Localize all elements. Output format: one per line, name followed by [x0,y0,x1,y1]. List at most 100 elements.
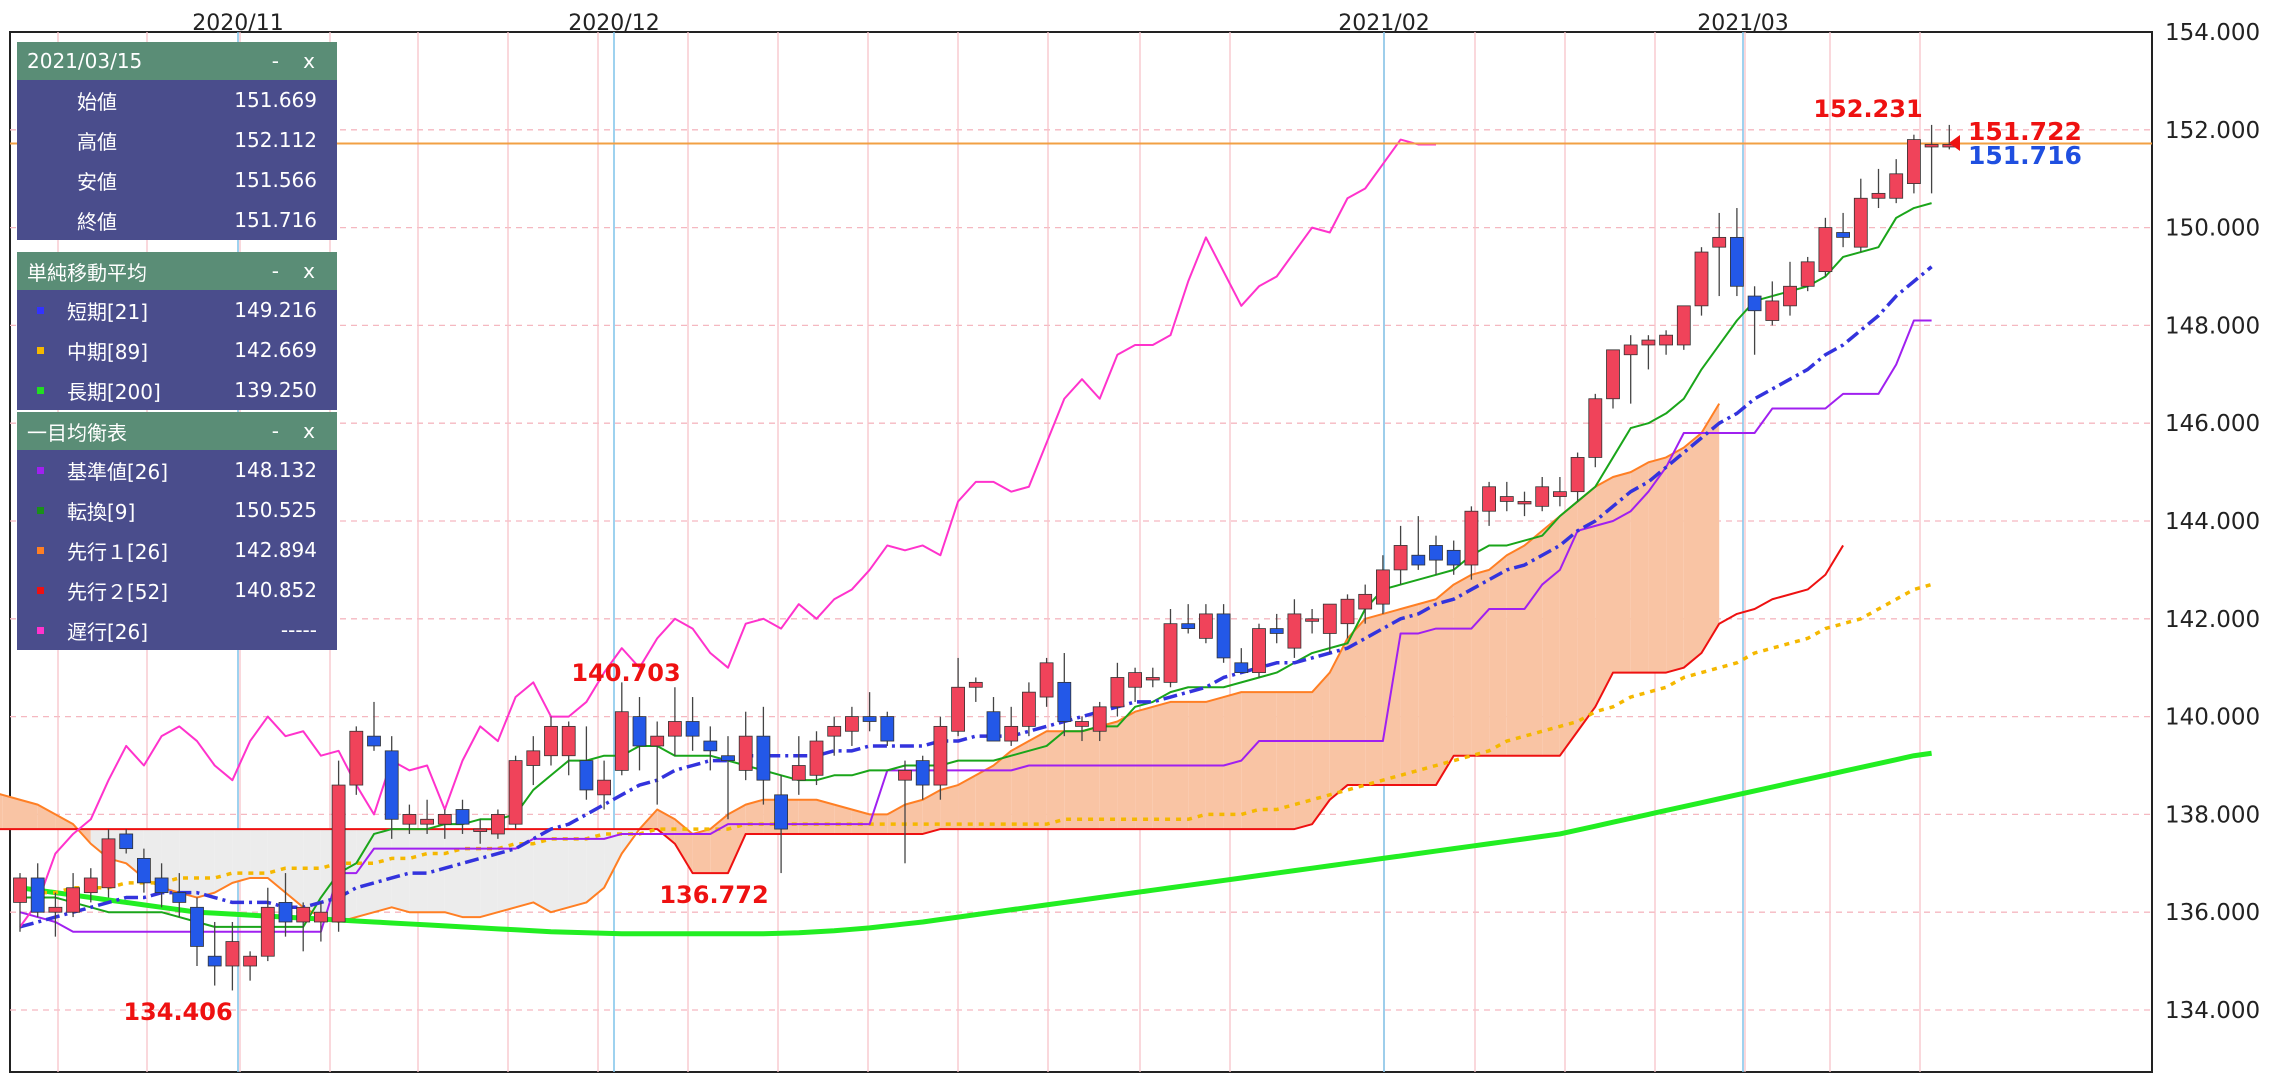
candle-body [1482,486,1496,512]
cloud-segment [975,765,994,830]
cloud-segment [851,809,870,834]
candle-body [721,755,735,762]
cloud-segment [444,829,463,918]
candle-body [1553,491,1567,497]
price-axis: 134.000 136.000 138.000 140.000 142.000 144.0… [2165,20,2260,1024]
y-tick-label: 144.000 [2165,509,2260,535]
cloud-segment [1082,726,1100,830]
cloud-segment [1471,569,1490,756]
candle-body [1747,295,1762,312]
ohlc-row-low: 安値 151.566 [77,168,317,194]
candle-body [986,711,1001,742]
cloud-segment [710,814,728,874]
candle-body [898,769,912,781]
panel-date: 2021/03/15 [27,49,143,73]
candle-body [1641,339,1656,346]
candle-body [207,955,222,967]
cloud-segment [497,829,516,913]
candle-body [101,838,116,889]
candle-body [331,784,346,923]
color-swatch [37,547,44,554]
cloud-segment [1241,692,1259,830]
candle-body [66,887,80,913]
candle-body [473,828,488,832]
candle-body [455,809,470,825]
candle-body [1464,510,1479,566]
close-button[interactable]: x [303,419,315,443]
cloud-segment [1028,731,1047,830]
cloud-segment [1666,447,1684,673]
y-tick-label: 136.000 [2165,900,2260,926]
color-swatch [37,387,44,394]
minimize-button[interactable]: - [271,49,279,73]
cloud-segment [55,814,74,830]
ichimoku-row-kijun: 基準値[26] 148.132 [17,450,337,490]
cloud-segment [834,804,852,834]
candle-body [1216,613,1231,659]
color-swatch [37,627,44,634]
cloud-segment [674,819,693,874]
cloud-segment [1524,530,1543,756]
candle-body [685,721,700,737]
candle-body [1092,706,1107,732]
y-tick-label: 142.000 [2165,607,2260,633]
cloud-segment [1382,609,1401,786]
cloud-segment [869,814,888,834]
month-label: 2020/12 [568,11,659,36]
candle-body [154,877,169,894]
candle-body [1234,662,1249,673]
candle-body [1039,662,1054,698]
candle-body [1181,623,1196,629]
ohlc-panel-header[interactable]: 2021/03/15 - x [17,42,337,80]
high-price-label: 152.231 [1813,95,1922,123]
cloud-segment [1365,613,1383,786]
cloud-segment [1099,721,1118,830]
candle-body [402,814,417,825]
close-button[interactable]: x [303,49,315,73]
candle-body [1057,681,1072,722]
chikou-line [19,138,1436,928]
minimize-button[interactable]: - [271,419,279,443]
candle-body [791,765,806,781]
candle-body [30,877,45,913]
cloud-segment [1595,476,1613,707]
candle-body [1446,549,1461,566]
cloud-segment [816,799,835,834]
y-tick-label: 154.000 [2165,20,2260,46]
y-tick-label: 134.000 [2165,998,2260,1024]
candle-body [1376,569,1390,605]
cloud-segment [1117,711,1136,830]
ohlc-row-close: 終値 151.716 [77,208,317,234]
sma-panel-header[interactable]: 単純移動平均 - x [17,252,337,290]
candle-body [1570,457,1585,493]
candle-body [827,725,842,737]
candle-body [561,725,576,757]
candle-body [13,877,27,903]
candle-body [632,716,647,747]
candle-body [1871,192,1886,199]
candle-body [968,681,983,688]
cloud-segment [1559,501,1578,756]
cloud-segment [1347,618,1366,786]
minimize-button[interactable]: - [271,259,279,283]
month-label: 2021/03 [1697,11,1788,36]
ichimoku-row-span-b: 先行２[52] 140.852 [17,570,337,610]
candle-body [951,686,965,732]
y-tick-label: 138.000 [2165,802,2260,828]
cloud-segment [692,829,711,874]
candle-body [508,760,523,825]
cloud-segment [905,799,923,834]
candle-body [1004,725,1019,742]
ichimoku-panel-header[interactable]: 一目均衡表 - x [17,412,337,450]
cloud-segment [586,829,605,903]
close-button[interactable]: x [303,259,315,283]
candle-body [349,730,364,786]
cloud-segment [374,829,392,913]
cloud-segment [1312,672,1330,825]
cloud-segment [37,804,56,830]
y-tick-label: 146.000 [2165,411,2260,437]
sma-row-mid: 中期[89] 142.669 [17,330,337,370]
candle-body [1128,672,1142,688]
candle-body [1907,139,1921,184]
